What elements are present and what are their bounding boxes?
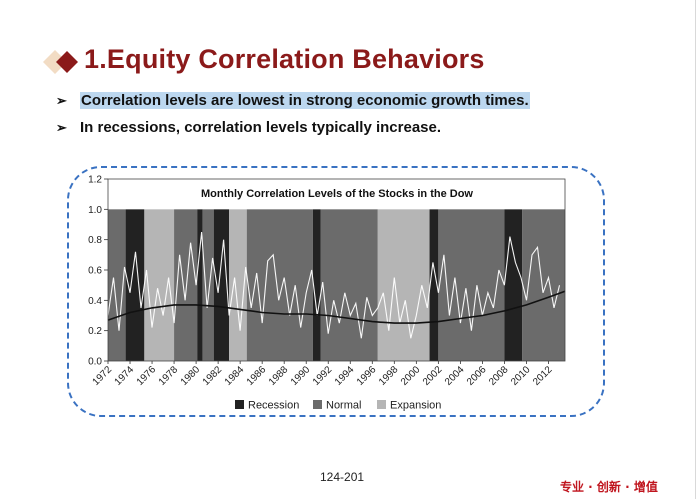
x-tick-label: 2008 — [487, 364, 511, 388]
chart-title: Monthly Correlation Levels of the Stocks… — [201, 188, 473, 200]
regime-band — [202, 209, 214, 361]
regime-band — [522, 209, 565, 361]
regime-band — [377, 209, 430, 361]
bullet-item: ➢ In recessions, correlation levels typic… — [56, 119, 441, 136]
legend-swatch — [313, 400, 322, 409]
bullet-item: ➢ Correlation levels are lowest in strong… — [56, 92, 530, 109]
title-diamond-icon — [43, 50, 78, 74]
regime-band — [320, 209, 378, 361]
x-tick-label: 1972 — [91, 364, 115, 388]
page-number: 124-201 — [320, 470, 365, 484]
page-title: 1.Equity Correlation Behaviors — [84, 44, 485, 74]
legend-label: Recession — [248, 400, 299, 412]
x-tick-label: 1984 — [223, 364, 247, 388]
x-tick-label: 2000 — [399, 364, 423, 388]
bullet-text: Correlation levels are lowest in strong … — [80, 92, 530, 109]
regime-band — [197, 209, 203, 361]
x-tick-label: 1980 — [179, 364, 203, 388]
y-tick-label: 0.0 — [88, 357, 102, 368]
x-tick-label: 1978 — [157, 364, 181, 388]
x-tick-label: 1988 — [267, 364, 291, 388]
x-tick-label: 1998 — [377, 364, 401, 388]
regime-band — [246, 209, 313, 361]
regime-band — [125, 209, 145, 361]
regime-band — [504, 209, 523, 361]
x-tick-label: 2010 — [509, 364, 533, 388]
x-tick-label: 1986 — [245, 364, 269, 388]
x-tick-label: 1996 — [355, 364, 379, 388]
regime-band — [108, 209, 126, 361]
slide-border — [695, 0, 696, 499]
x-tick-label: 2006 — [465, 364, 489, 388]
x-tick-label: 1992 — [311, 364, 335, 388]
legend-swatch — [377, 400, 386, 409]
regime-band — [429, 209, 439, 361]
y-tick-label: 0.8 — [88, 235, 102, 246]
y-tick-label: 1.2 — [88, 175, 102, 186]
x-tick-label: 1994 — [333, 364, 357, 388]
regime-band — [229, 209, 247, 361]
x-tick-label: 1974 — [113, 364, 137, 388]
y-tick-label: 0.6 — [88, 266, 102, 277]
correlation-line — [107, 232, 561, 339]
y-tick-label: 1.0 — [88, 205, 102, 216]
y-tick-label: 0.2 — [88, 326, 102, 337]
x-tick-label: 2002 — [421, 364, 445, 388]
x-tick-label: 2012 — [531, 364, 555, 388]
arrowhead-icon: ➢ — [56, 93, 67, 108]
regime-band — [438, 209, 505, 361]
x-tick-label: 1976 — [135, 364, 159, 388]
legend-label: Expansion — [390, 400, 441, 412]
x-tick-label: 1990 — [289, 364, 313, 388]
regime-band — [213, 209, 230, 361]
arrowhead-icon: ➢ — [56, 120, 67, 135]
chart-title-background — [170, 186, 504, 202]
x-tick-label: 2004 — [443, 364, 467, 388]
y-tick-label: 0.4 — [88, 296, 102, 307]
bullet-text: In recessions, correlation levels typica… — [80, 119, 442, 136]
trend-line — [107, 290, 566, 324]
chart-frame — [67, 166, 605, 417]
regime-band — [312, 209, 321, 361]
legend-swatch — [235, 400, 244, 409]
footer-motto: 专业 · 创新 · 增值 — [560, 480, 658, 494]
legend-label: Normal — [326, 400, 361, 412]
x-tick-label: 1982 — [201, 364, 225, 388]
